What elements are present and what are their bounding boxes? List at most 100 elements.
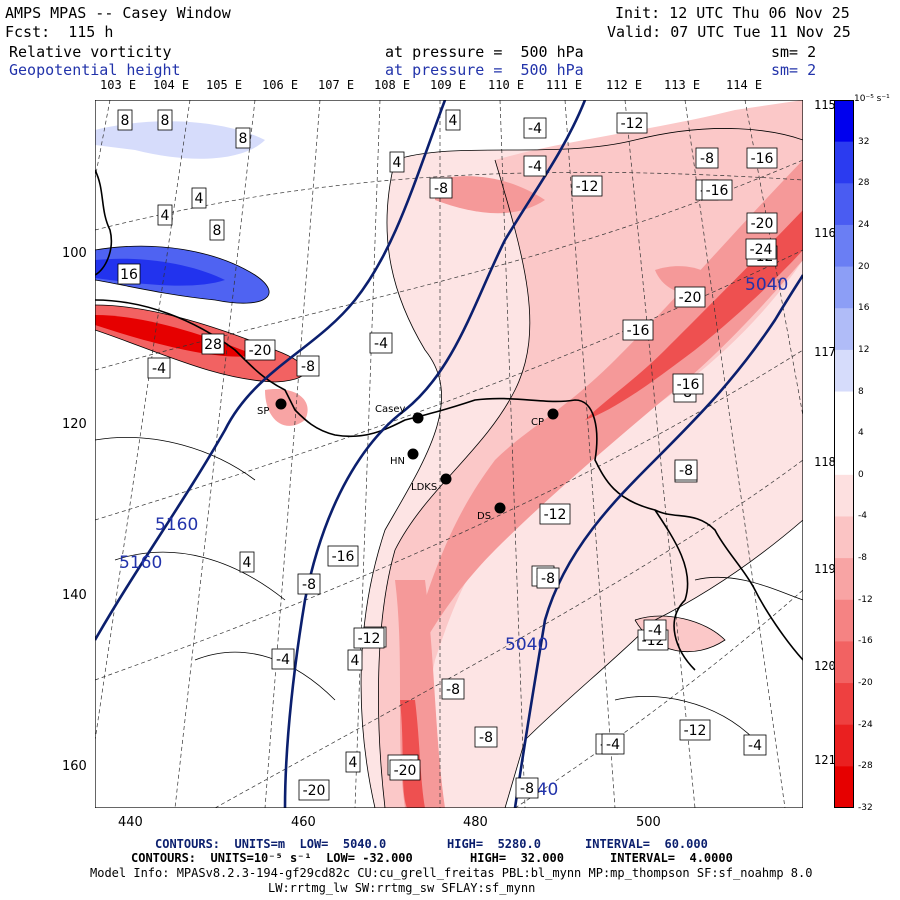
vorticity-label: 4: [347, 649, 363, 671]
svg-text:4: 4: [243, 555, 252, 571]
colorbar-swatch: [834, 391, 854, 434]
svg-text:-12: -12: [621, 116, 644, 132]
vorticity-label: -16: [622, 319, 654, 341]
vorticity-label: 4: [191, 187, 207, 209]
station-label: DS: [477, 511, 491, 522]
svg-text:-20: -20: [249, 343, 272, 359]
svg-text:-24: -24: [750, 242, 773, 258]
vorticity-label: -12: [679, 719, 711, 741]
colorbar-swatch: [834, 516, 854, 559]
svg-text:-8: -8: [446, 682, 460, 698]
svg-text:-20: -20: [679, 290, 702, 306]
colorbar-tick: -8: [858, 553, 867, 564]
vorticity-label: -8: [296, 355, 320, 377]
colorbar-swatch: [834, 224, 854, 268]
svg-text:-12: -12: [358, 631, 381, 647]
colorbar-tick: 12: [858, 344, 870, 355]
colorbar-swatch: [834, 599, 854, 642]
top-lon-label: 109 E: [430, 78, 467, 92]
svg-text:-8: -8: [434, 181, 448, 197]
vorticity-label: 8: [117, 109, 133, 131]
stations: Casey HN LDKS DS CP SP: [257, 398, 559, 522]
field2-smoothing: sm= 2: [771, 61, 817, 79]
vorticity-label: -16: [327, 545, 359, 567]
vorticity-label: -8: [297, 573, 321, 595]
colorbar-swatch: [834, 474, 854, 517]
colorbar-tick: -32: [858, 803, 873, 813]
svg-text:-8: -8: [301, 359, 315, 375]
field1-level: at pressure = 500 hPa: [385, 43, 584, 61]
colorbar-swatch: [834, 183, 854, 226]
colorbar-tick: -4: [858, 511, 867, 522]
top-lon-label: 104 E: [153, 78, 190, 92]
colorbar-unit: 10⁻⁵ s⁻¹: [854, 94, 890, 104]
vorticity-label: -8: [536, 567, 560, 589]
y-axis-tick: 100: [62, 246, 87, 261]
svg-text:-20: -20: [394, 763, 417, 779]
colorbar: [834, 100, 854, 808]
y-axis-tick: 160: [62, 759, 87, 774]
x-axis-tick: 440: [118, 815, 143, 830]
vorticity-label: -8: [515, 777, 539, 799]
top-lon-label: 108 E: [374, 78, 411, 92]
field2-name: Geopotential height: [9, 61, 181, 79]
svg-text:4: 4: [393, 155, 402, 171]
vorticity-label: 16: [117, 263, 141, 285]
vort-contour-info-c: INTERVAL= 4.0000: [610, 851, 733, 865]
init-time: Init: 12 UTC Thu 06 Nov 25: [615, 4, 850, 22]
station-marker: HN: [390, 448, 419, 467]
x-axis-tick: 460: [291, 815, 316, 830]
colorbar-swatch: [834, 308, 854, 351]
station-label: HN: [390, 456, 405, 467]
vorticity-label: -8: [674, 459, 698, 481]
svg-text:-8: -8: [541, 571, 555, 587]
height-contour-info-a: CONTOURS: UNITS=m LOW= 5040.0: [155, 837, 387, 851]
forecast-hour: Fcst: 115 h: [5, 23, 114, 41]
station-marker: Casey: [375, 404, 424, 424]
field1-smoothing: sm= 2: [771, 43, 817, 61]
colorbar-tick: -20: [858, 678, 873, 689]
vorticity-label: -16: [701, 179, 733, 201]
vorticity-label: -12: [616, 112, 648, 134]
svg-text:-8: -8: [302, 577, 316, 593]
svg-text:8: 8: [239, 131, 248, 147]
colorbar-swatch: [834, 724, 854, 767]
colorbar-tick: 28: [858, 178, 870, 189]
svg-text:-4: -4: [606, 737, 620, 753]
svg-text:-8: -8: [479, 730, 493, 746]
vorticity-label: 4: [239, 551, 255, 573]
model-info: Model Info: MPASv8.2.3-194-gf29cd82c CU:…: [90, 866, 813, 880]
vorticity-label: -20: [389, 759, 421, 781]
colorbar-tick: 16: [858, 303, 870, 314]
vorticity-label: -8: [695, 147, 719, 169]
vorticity-label: -12: [539, 503, 571, 525]
vorticity-label: -12: [353, 627, 385, 649]
vorticity-label: -4: [601, 733, 625, 755]
vorticity-label: 8: [157, 109, 173, 131]
svg-text:8: 8: [121, 113, 130, 129]
colorbar-swatch: [834, 641, 854, 684]
vorticity-label: -4: [147, 357, 171, 379]
vorticity-label: -24: [745, 238, 777, 260]
svg-text:-4: -4: [528, 121, 542, 137]
vorticity-label: -20: [298, 779, 330, 801]
svg-text:4: 4: [161, 208, 170, 224]
vort-contour-info-a: CONTOURS: UNITS=10⁻⁵ s⁻¹ LOW= -32.000: [131, 851, 413, 865]
vorticity-label: -20: [244, 339, 276, 361]
colorbar-swatch: [834, 349, 854, 393]
station-label: CP: [531, 417, 544, 428]
colorbar-tick: 24: [858, 219, 870, 230]
height-contour-info-b: HIGH= 5280.0: [447, 837, 541, 851]
svg-text:-8: -8: [679, 463, 693, 479]
svg-text:-4: -4: [276, 652, 290, 668]
svg-text:4: 4: [195, 191, 204, 207]
colorbar-tick: 20: [858, 261, 870, 272]
svg-text:-4: -4: [528, 159, 542, 175]
vorticity-label: -8: [429, 177, 453, 199]
colorbar-swatch: [834, 683, 854, 726]
vorticity-label: -20: [674, 286, 706, 308]
vorticity-label: -8: [441, 678, 465, 700]
svg-text:-12: -12: [544, 507, 567, 523]
geopotential-contours: [95, 100, 803, 808]
